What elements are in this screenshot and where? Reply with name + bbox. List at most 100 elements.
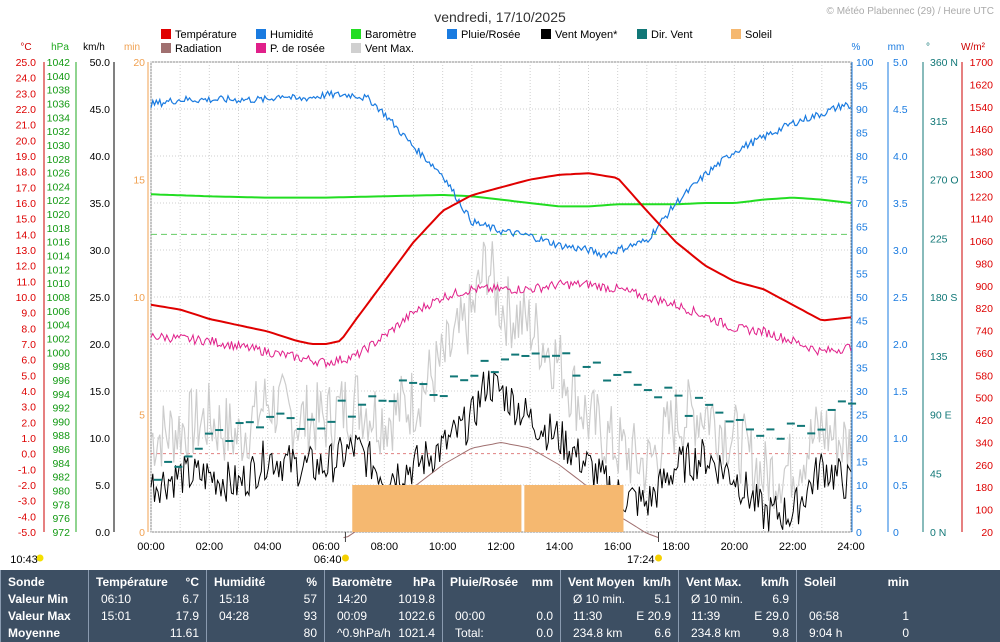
wind-tick: 0.0 xyxy=(95,527,110,539)
sun-tick: 10 xyxy=(133,292,145,304)
baro-tick: 1028 xyxy=(47,154,71,166)
rad-tick: 900 xyxy=(975,281,993,293)
summary-header: Vent Moyen xyxy=(568,575,635,589)
baro-tick: 982 xyxy=(52,472,70,484)
summary-header-unit: °C xyxy=(185,575,199,589)
baro-tick: 990 xyxy=(52,416,70,428)
summary-cell-value: 0.0 xyxy=(536,609,553,623)
baro-tick: 1026 xyxy=(47,168,71,180)
legend-swatch xyxy=(731,29,741,39)
wind-tick: 40.0 xyxy=(90,151,111,163)
summary-cell-value: 5.1 xyxy=(654,592,671,606)
rain-tick: 2.5 xyxy=(893,292,908,304)
summary-cell-time: 15:01 xyxy=(101,609,132,623)
legend-swatch xyxy=(256,43,266,53)
baro-tick: 1022 xyxy=(47,195,71,207)
rad-tick: 1060 xyxy=(970,236,994,248)
legend-swatch xyxy=(161,29,171,39)
summary-cell-time: 234.8 km xyxy=(691,626,741,640)
wind-tick: 25.0 xyxy=(90,292,111,304)
summary-cell-value: 9.8 xyxy=(772,626,789,640)
hum-tick: 70 xyxy=(856,198,868,210)
baro-tick: 978 xyxy=(52,499,70,511)
series-baromtre xyxy=(150,193,852,208)
baro-tick: 1032 xyxy=(47,126,71,138)
wind-tick: 10.0 xyxy=(90,433,111,445)
rad-tick: 260 xyxy=(975,460,993,472)
summary-header-unit: km/h xyxy=(760,575,789,589)
time-tick: 14:00 xyxy=(546,541,574,553)
dir-tick: 90 E xyxy=(930,410,952,422)
rain-tick: 1.5 xyxy=(893,386,908,398)
summary-header: Soleil xyxy=(804,575,837,589)
baro-tick: 1016 xyxy=(47,237,71,249)
series-soleil-bar xyxy=(524,485,624,532)
rad-tick: 100 xyxy=(975,505,993,517)
temp-tick: 15.0 xyxy=(16,214,37,226)
summary-cell-time: Ø 10 min. xyxy=(573,592,626,606)
summary-row-label: Moyenne xyxy=(8,626,61,640)
rad-tick: 1700 xyxy=(970,57,994,69)
summary-col-sun: Soleil min 06:58 1 9:04 h 0 xyxy=(796,570,917,642)
summary-cell-value: 6.7 xyxy=(182,592,199,606)
summary-header: Vent Max. xyxy=(686,575,742,589)
summary-col-rain: Pluie/Rosée mm 00:00 0.0 Total: 0.0 xyxy=(442,570,561,642)
hum-tick: 75 xyxy=(856,175,868,187)
time-tick: 08:00 xyxy=(371,541,399,553)
chart-credit: © Météo Plabennec (29) / Heure UTC xyxy=(827,6,994,17)
summary-cell-time: 14:20 xyxy=(337,592,368,606)
temp-tick: 17.0 xyxy=(16,182,37,194)
sun-tick: 5 xyxy=(139,410,145,422)
baro-tick: 1034 xyxy=(47,112,71,124)
rad-tick: 820 xyxy=(975,303,993,315)
temp-tick: 20.0 xyxy=(16,135,37,147)
legend-label: Vent Max. xyxy=(365,43,414,55)
temp-tick: 9.0 xyxy=(21,308,36,320)
baro-tick: 1010 xyxy=(47,278,71,290)
chart-title: vendredi, 17/10/2025 xyxy=(434,9,566,25)
temp-tick: 22.0 xyxy=(16,104,37,116)
axis-unit-baro: hPa xyxy=(51,42,69,53)
hum-tick: 90 xyxy=(856,104,868,116)
axis-unit-rain: mm xyxy=(888,42,905,53)
hum-tick: 85 xyxy=(856,128,868,140)
rad-tick: 660 xyxy=(975,348,993,360)
baro-tick: 1004 xyxy=(47,320,71,332)
sun-tick: 0 xyxy=(139,527,145,539)
plot-series xyxy=(150,89,857,539)
temp-tick: 6.0 xyxy=(21,355,36,367)
baro-tick: 1024 xyxy=(47,181,71,193)
baro-tick: 1008 xyxy=(47,292,71,304)
chart-legend: Température Humidité Baromètre Pluie/Rosée V… xyxy=(161,29,772,55)
summary-cell-value: 1 xyxy=(902,609,909,623)
summary-header: Sonde xyxy=(8,575,45,589)
rad-tick: 580 xyxy=(975,370,993,382)
rad-tick: 420 xyxy=(975,415,993,427)
legend-label: Baromètre xyxy=(365,29,416,41)
dir-tick: 45 xyxy=(930,468,942,480)
summary-cell-value: 6.6 xyxy=(654,626,671,640)
baro-tick: 1018 xyxy=(47,223,71,235)
baro-tick: 988 xyxy=(52,430,70,442)
legend-swatch xyxy=(161,43,171,53)
rad-tick: 20 xyxy=(981,527,993,539)
axis-units: °C hPa km/h min% mm ° W/m² xyxy=(20,42,985,53)
wind-tick: 35.0 xyxy=(90,198,111,210)
baro-tick: 1014 xyxy=(47,251,71,263)
dir-tick: 0 N xyxy=(930,527,946,539)
time-tick: 16:00 xyxy=(604,541,632,553)
rad-tick: 1620 xyxy=(970,79,994,91)
baro-tick: 1012 xyxy=(47,264,71,276)
rad-tick: 1460 xyxy=(970,124,994,136)
legend-swatch xyxy=(351,29,361,39)
axis-ticks: 25.0 24.0 23.0 22.0 21.0 20.0 19.0 18.0 17.0 16.0… xyxy=(16,57,994,553)
temp-tick: 24.0 xyxy=(16,73,37,85)
summary-cell-time: ^0.9hPa/h xyxy=(337,626,391,640)
summary-cell-value: 6.9 xyxy=(772,592,789,606)
axis-unit-sun: min xyxy=(124,42,140,53)
baro-tick: 980 xyxy=(52,486,70,498)
time-tick: 22:00 xyxy=(779,541,807,553)
rad-tick: 980 xyxy=(975,258,993,270)
rad-tick: 500 xyxy=(975,393,993,405)
wind-tick: 20.0 xyxy=(90,339,111,351)
